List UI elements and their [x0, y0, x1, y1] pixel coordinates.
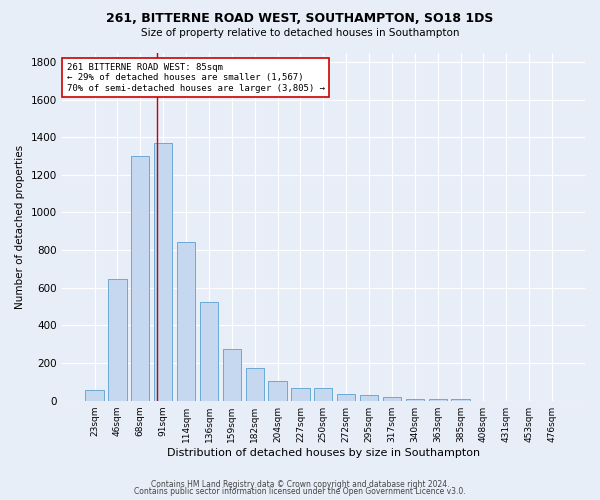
Bar: [245, 368, 264, 400]
Bar: [223, 349, 241, 401]
Text: 261 BITTERNE ROAD WEST: 85sqm
← 29% of detached houses are smaller (1,567)
70% o: 261 BITTERNE ROAD WEST: 85sqm ← 29% of d…: [67, 63, 325, 92]
Bar: [451, 399, 470, 400]
Bar: [131, 156, 149, 400]
Bar: [85, 390, 104, 400]
X-axis label: Distribution of detached houses by size in Southampton: Distribution of detached houses by size …: [167, 448, 480, 458]
Bar: [154, 143, 172, 401]
Text: Contains HM Land Registry data © Crown copyright and database right 2024.: Contains HM Land Registry data © Crown c…: [151, 480, 449, 489]
Text: Size of property relative to detached houses in Southampton: Size of property relative to detached ho…: [141, 28, 459, 38]
Bar: [268, 381, 287, 400]
Bar: [360, 395, 378, 400]
Bar: [292, 388, 310, 400]
Bar: [383, 397, 401, 400]
Bar: [337, 394, 355, 400]
Bar: [200, 302, 218, 400]
Bar: [109, 280, 127, 400]
Text: Contains public sector information licensed under the Open Government Licence v3: Contains public sector information licen…: [134, 488, 466, 496]
Bar: [314, 388, 332, 400]
Y-axis label: Number of detached properties: Number of detached properties: [15, 144, 25, 308]
Bar: [406, 399, 424, 400]
Text: 261, BITTERNE ROAD WEST, SOUTHAMPTON, SO18 1DS: 261, BITTERNE ROAD WEST, SOUTHAMPTON, SO…: [106, 12, 494, 26]
Bar: [428, 399, 447, 400]
Bar: [177, 242, 195, 400]
